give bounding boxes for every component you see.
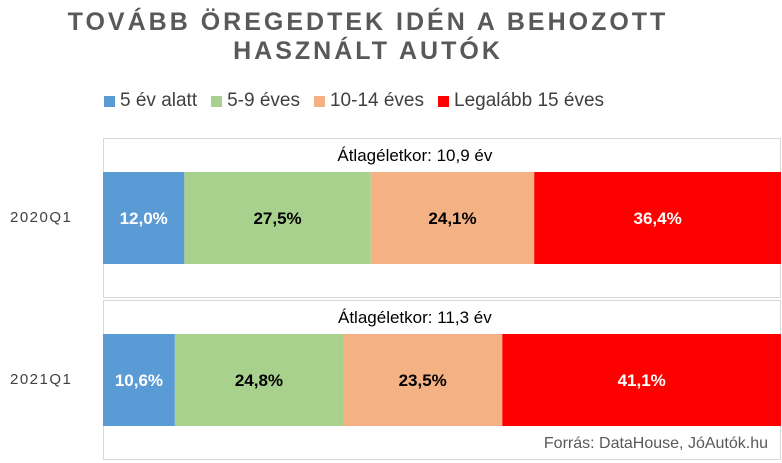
bar-segment (184, 172, 371, 264)
legend-label: 5 év alatt (120, 90, 198, 111)
legend-swatch (313, 95, 325, 107)
average-age-annotation: Átlagéletkor: 11,3 év (338, 308, 492, 327)
chart-svg: Átlagéletkor: 10,9 év 12,0% 27,5% 24,1% 36,4… (103, 138, 781, 460)
data-label: 27,5% (253, 209, 301, 228)
chart-legend: 5 év alatt 5-9 éves 10-14 éves Legalább 15 … (104, 88, 618, 114)
legend-swatch (104, 95, 115, 107)
chart-title-line-1: TOVÁBB ÖREGEDTEK IDÉN A BEHOZOTT (67, 8, 669, 36)
source-note: Forrás: DataHouse, JóAutók.hu (543, 435, 768, 452)
bar-segment (103, 334, 175, 426)
data-label: 12,0% (120, 209, 168, 228)
bar-segment (502, 334, 781, 426)
bar-segment (534, 172, 781, 264)
data-label: 41,1% (618, 371, 666, 390)
legend-label: Legalább 15 éves (454, 90, 605, 111)
legend-swatch (211, 95, 223, 107)
legend-item: 5 év alatt (104, 90, 197, 112)
legend-label: 5-9 éves (227, 90, 300, 111)
bar-segment (343, 334, 503, 426)
legend-label: 10-14 éves (329, 90, 424, 111)
data-label: 10,6% (115, 371, 163, 390)
legend-item: 10-14 éves (313, 90, 424, 112)
bar-segment (174, 334, 344, 426)
legend-item: 5-9 éves (211, 90, 300, 112)
data-label: 36,4% (634, 209, 682, 228)
bar-segment (103, 172, 185, 264)
legend-swatch (438, 95, 449, 107)
legend-item: Legalább 15 éves (438, 90, 604, 112)
average-age-annotation: Átlagéletkor: 10,9 év (337, 146, 492, 165)
plot-area: Átlagéletkor: 10,9 év 12,0% 27,5% 24,1% 36,4… (103, 138, 781, 460)
category-label: 2020Q1 (10, 209, 73, 226)
data-label: 23,5% (399, 371, 447, 390)
category-label: 2021Q1 (10, 371, 73, 388)
data-label: 24,8% (235, 371, 283, 390)
chart-title-line-2: HASZNÁLT AUTÓK (233, 37, 503, 65)
chart-title: TOVÁBB ÖREGEDTEK IDÉN A BEHOZOTT HASZNÁL… (0, 8, 736, 66)
data-label: 24,1% (428, 209, 476, 228)
bar-segment (370, 172, 535, 264)
